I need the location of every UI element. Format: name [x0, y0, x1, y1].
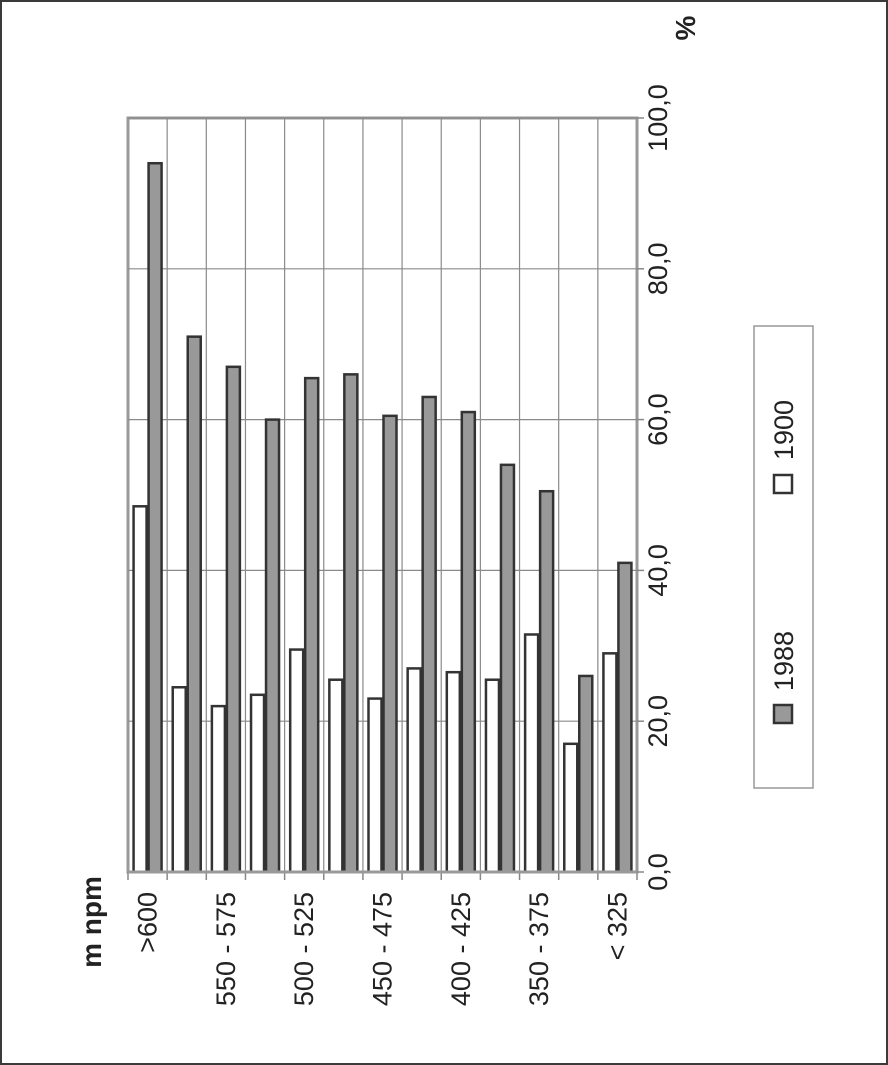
category-label: 350 - 375 [524, 892, 554, 1006]
bar-1988-4 [303, 376, 320, 874]
value-tick-label: 40,0 [643, 544, 673, 597]
category-label: 450 - 475 [368, 892, 398, 1006]
value-tick-label: 100,0 [643, 84, 673, 152]
bar-1988-2 [225, 365, 242, 874]
value-tick-label: 80,0 [643, 243, 673, 296]
bar-1988-8 [460, 410, 477, 874]
bar-1900-2 [210, 704, 227, 874]
category-label: 550 - 575 [211, 892, 241, 1006]
bar-1988-1 [186, 335, 202, 874]
category-label: >600 [133, 892, 163, 953]
bar-1988-10 [538, 489, 555, 874]
axes: 0,0 20,0 40,0 60,0 80,0 100,0 >600 550 - 575 500… [127, 84, 673, 1006]
bar-1900-8 [445, 670, 462, 874]
legend-label-1900: 1900 [769, 400, 799, 460]
bar-1988-7 [421, 395, 437, 874]
bar-1900-3 [249, 693, 266, 874]
value-axis-unit-label: % [670, 15, 701, 40]
bar-1988-3 [264, 418, 281, 874]
bar-1988-6 [382, 414, 398, 874]
bar-1988-12 [617, 561, 633, 874]
legend: 1988 1900 [753, 325, 814, 789]
gridlines [128, 117, 637, 872]
bar-1900-10 [523, 633, 540, 874]
category-axis-label: m npm [76, 876, 107, 968]
category-label: 400 - 425 [446, 892, 476, 1006]
value-tick-label: 60,0 [643, 393, 673, 446]
legend-swatch-1900 [772, 473, 794, 495]
bar-1988-5 [343, 373, 359, 874]
bar-1900-5 [328, 678, 344, 874]
category-label: < 325 [602, 892, 632, 960]
bar-1900-1 [171, 686, 187, 874]
bar-1900-11 [563, 742, 579, 874]
legend-swatch-1988 [772, 703, 794, 725]
bar-1900-9 [484, 678, 501, 874]
bar-1988-11 [578, 674, 594, 874]
value-tick-label: 0,0 [643, 853, 673, 891]
bar-1900-12 [602, 652, 618, 874]
bar-1988-0 [147, 161, 163, 874]
bar-1900-4 [288, 648, 305, 874]
bar-1900-7 [406, 667, 422, 874]
legend-label-1988: 1988 [769, 631, 799, 691]
category-label: 500 - 525 [289, 892, 319, 1006]
value-tick-label: 20,0 [643, 695, 673, 748]
bar-1900-6 [367, 697, 383, 874]
bar-1900-0 [132, 505, 148, 874]
bar-1988-9 [499, 463, 516, 874]
bars [132, 161, 633, 874]
